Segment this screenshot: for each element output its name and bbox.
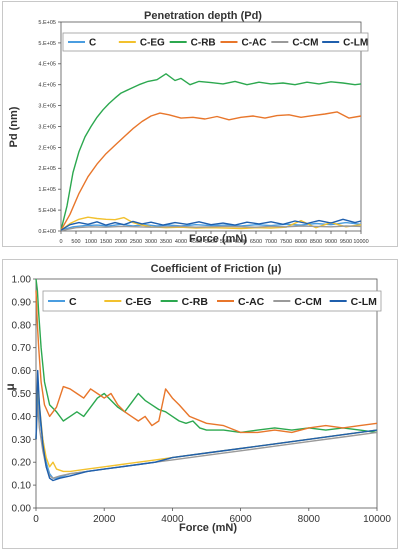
legend-label: C-CM xyxy=(292,38,318,49)
y-tick-label: 5.E+05 xyxy=(38,20,56,26)
plot-frame xyxy=(60,21,362,232)
x-tick-label: 4000 xyxy=(161,514,184,525)
y-tick-label: 3.E+05 xyxy=(38,104,56,110)
x-tick-label: 5000 xyxy=(205,239,217,245)
legend-label: C-CM xyxy=(294,296,322,308)
y-tick-label: 4.E+05 xyxy=(38,62,56,68)
x-tick-label: 1500 xyxy=(100,239,112,245)
legend-label: C-EG xyxy=(140,38,165,49)
y-tick-label: 0.10 xyxy=(12,481,32,492)
y-tick-label: 0.90 xyxy=(12,297,32,308)
series-line-c xyxy=(35,392,378,479)
legend-label: C-RB xyxy=(191,38,216,49)
x-tick-label: 8000 xyxy=(295,239,307,245)
x-tick-label: 6000 xyxy=(235,239,247,245)
x-tick-label: 4500 xyxy=(190,239,202,245)
x-tick-label: 2500 xyxy=(130,239,142,245)
x-tick-label: 0 xyxy=(59,239,62,245)
y-tick-label: 0.50 xyxy=(12,389,32,400)
series-line-c-cm xyxy=(35,404,378,479)
y-tick-label: 0.70 xyxy=(12,343,32,354)
x-tick-label: 3000 xyxy=(145,239,157,245)
y-tick-label: 5.E+04 xyxy=(38,208,56,214)
x-tick-label: 0 xyxy=(33,514,39,525)
legend-label: C-RB xyxy=(182,296,209,308)
legend-label: C-EG xyxy=(125,296,151,308)
x-tick-label: 10000 xyxy=(363,514,391,525)
series-line-c-eg xyxy=(60,216,362,231)
x-tick-label: 7500 xyxy=(280,239,292,245)
x-tick-label: 8000 xyxy=(298,514,321,525)
y-tick-label: 0.E+00 xyxy=(38,229,56,235)
legend-box xyxy=(42,290,382,312)
coefficient-of-friction-chart-panel: Coefficient of Friction (μ) Force (mN) μ… xyxy=(2,259,398,549)
y-tick-label: 0.80 xyxy=(12,320,32,331)
legend-label: C-AC xyxy=(238,296,265,308)
legend-label: C-LM xyxy=(351,296,377,308)
series-line-c-cm xyxy=(60,225,362,232)
series-line-c-lm xyxy=(35,369,378,482)
y-tick-label: 5.E+05 xyxy=(38,41,56,47)
penetration-depth-chart-panel: Penetration depth (Pd) Force (mN) Pd (nm… xyxy=(2,1,398,247)
x-axis-label: Force (mN) xyxy=(189,233,247,245)
chart-title: Coefficient of Friction (μ) xyxy=(151,263,282,275)
legend-box xyxy=(62,32,369,52)
x-tick-label: 2000 xyxy=(115,239,127,245)
x-tick-label: 7000 xyxy=(265,239,277,245)
series-line-c-ac xyxy=(60,111,362,231)
y-tick-label: 0.20 xyxy=(12,458,32,469)
y-tick-label: 0.00 xyxy=(12,504,32,515)
y-tick-label: 0.30 xyxy=(12,435,32,446)
y-tick-label: 1.00 xyxy=(12,275,32,286)
y-tick-label: 4.E+05 xyxy=(38,83,56,89)
x-tick-label: 500 xyxy=(71,239,80,245)
legend-label: C-LM xyxy=(343,38,368,49)
y-tick-label: 0.60 xyxy=(12,366,32,377)
y-axis-label: Pd (nm) xyxy=(8,106,20,147)
x-tick-label: 3500 xyxy=(160,239,172,245)
plot-area: 0.00 0.10 0.20 0.30 0.40 0.50 0.60 0.70 0.80 0.90… xyxy=(12,275,392,526)
x-tick-label: 9500 xyxy=(340,239,352,245)
series-line-c-rb xyxy=(35,278,378,434)
y-tick-label: 2.E+05 xyxy=(38,166,56,172)
y-tick-label: 3.E+05 xyxy=(38,124,56,130)
legend-label: C-AC xyxy=(242,38,267,49)
x-tick-label: 2000 xyxy=(93,514,116,525)
y-tick-label: 1.E+05 xyxy=(38,187,56,193)
x-tick-label: 6500 xyxy=(250,239,262,245)
x-tick-label: 1000 xyxy=(85,239,97,245)
series-line-c-lm xyxy=(60,218,362,231)
x-tick-label: 10000 xyxy=(353,239,368,245)
plot-area: 0.E+00 5.E+04 1.E+05 2.E+05 2.E+05 3.E+05 3.E+… xyxy=(38,20,368,245)
legend-label: C xyxy=(69,296,77,308)
x-tick-label: 6000 xyxy=(229,514,252,525)
chart-title: Penetration depth (Pd) xyxy=(144,10,262,22)
y-tick-label: 2.E+05 xyxy=(38,145,56,151)
x-tick-label: 9000 xyxy=(325,239,337,245)
series-line-c-ac xyxy=(35,290,378,434)
series-line-c-rb xyxy=(60,73,362,231)
coefficient-of-friction-chart: Coefficient of Friction (μ) Force (mN) μ… xyxy=(3,263,392,534)
x-tick-label: 8500 xyxy=(310,239,322,245)
x-tick-label: 4000 xyxy=(175,239,187,245)
x-tick-label: 5500 xyxy=(220,239,232,245)
y-axis-label: μ xyxy=(3,383,17,390)
y-tick-label: 0.40 xyxy=(12,412,32,423)
series-line-c-eg xyxy=(35,381,378,473)
legend-label: C xyxy=(89,38,96,49)
penetration-depth-chart: Penetration depth (Pd) Force (mN) Pd (nm… xyxy=(8,10,369,245)
series-line-c xyxy=(60,221,362,231)
x-axis-label: Force (mN) xyxy=(179,522,237,534)
